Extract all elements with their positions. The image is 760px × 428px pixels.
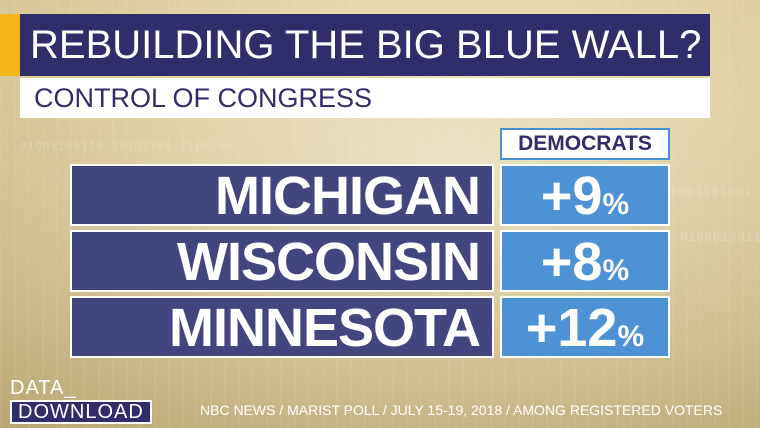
title-accent-bar xyxy=(0,14,20,76)
margin-number: +8 xyxy=(540,232,603,292)
state-label: MICHIGAN xyxy=(70,164,494,226)
margin-value: +8% xyxy=(500,230,670,292)
margin-number: +9 xyxy=(540,166,603,226)
logo-line-2: DOWNLOAD xyxy=(10,400,152,424)
result-row-minnesota: MINNESOTA +12% xyxy=(70,296,670,358)
data-download-logo: DATA_ DOWNLOAD xyxy=(10,377,170,424)
state-label: MINNESOTA xyxy=(70,296,494,358)
column-header-democrats: DEMOCRATS xyxy=(500,128,670,160)
margin-value: +12% xyxy=(500,296,670,358)
page-subtitle: CONTROL OF CONGRESS xyxy=(20,78,710,118)
result-row-wisconsin: WISCONSIN +8% xyxy=(70,230,670,292)
page-title: REBUILDING THE BIG BLUE WALL? xyxy=(20,14,710,76)
state-label: WISCONSIN xyxy=(70,230,494,292)
background-binary-decoration: 0100010011 xyxy=(680,230,760,244)
background-binary-decoration: 1001101001 xyxy=(670,185,753,199)
margin-number: +12 xyxy=(525,298,618,358)
background-binary-decoration: 01001100110 10101100 1100100 xyxy=(20,140,234,153)
logo-line-1: DATA_ xyxy=(10,377,77,399)
margin-value: +9% xyxy=(500,164,670,226)
percent-sign: % xyxy=(617,320,645,353)
percent-sign: % xyxy=(602,254,630,287)
source-caption: NBC NEWS / MARIST POLL / JULY 15-19, 201… xyxy=(200,402,723,418)
result-row-michigan: MICHIGAN +9% xyxy=(70,164,670,226)
percent-sign: % xyxy=(602,188,630,221)
